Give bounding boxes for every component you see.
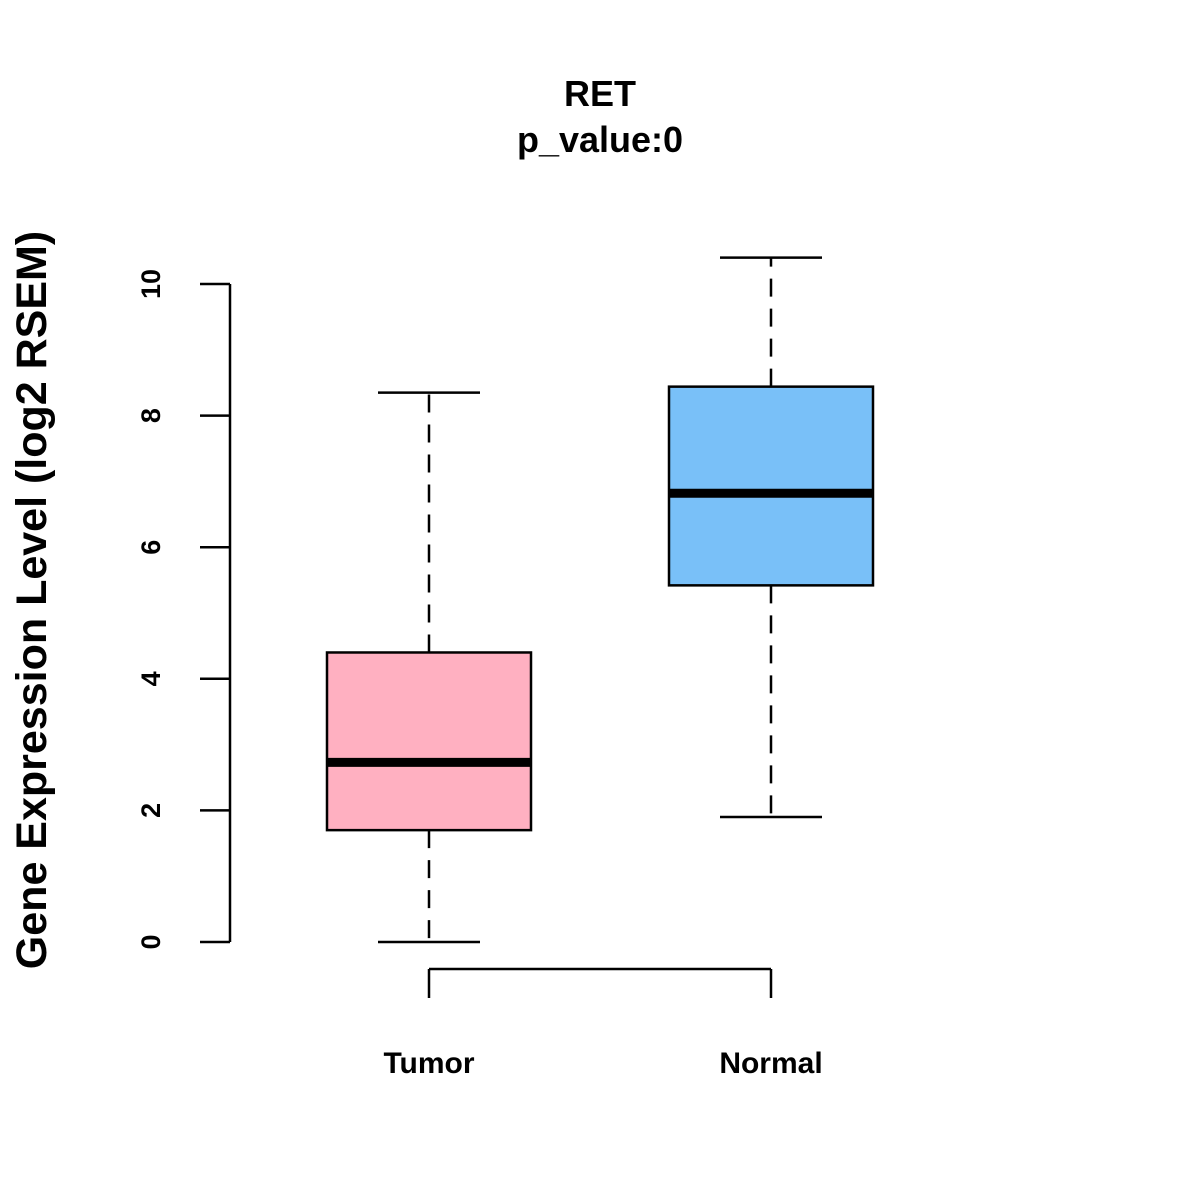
y-tick-label-6: 6 (136, 540, 166, 555)
y-tick-label-0: 0 (136, 934, 166, 949)
box-tumor (325, 391, 533, 944)
x-label-tumor: Tumor (383, 1047, 474, 1080)
chart-subtitle: p_value:0 (517, 119, 683, 160)
chart-title: RET (564, 73, 636, 114)
y-axis-label: Gene Expression Level (log2 RSEM) (8, 231, 56, 969)
x-label-normal: Normal (719, 1047, 822, 1080)
significance-bracket (427, 967, 773, 998)
y-tick-label-10: 10 (136, 269, 166, 299)
y-tick-label-8: 8 (136, 408, 166, 423)
boxes-group (325, 256, 875, 944)
y-tick-label-4: 4 (136, 671, 166, 686)
x-axis-labels: Tumor Normal (383, 1047, 822, 1080)
box-rect-normal (667, 385, 875, 587)
box-normal (667, 256, 875, 819)
y-axis: 0 2 4 6 8 10 (136, 269, 232, 950)
y-tick-label-2: 2 (136, 803, 166, 818)
box-rect-tumor (325, 651, 533, 832)
